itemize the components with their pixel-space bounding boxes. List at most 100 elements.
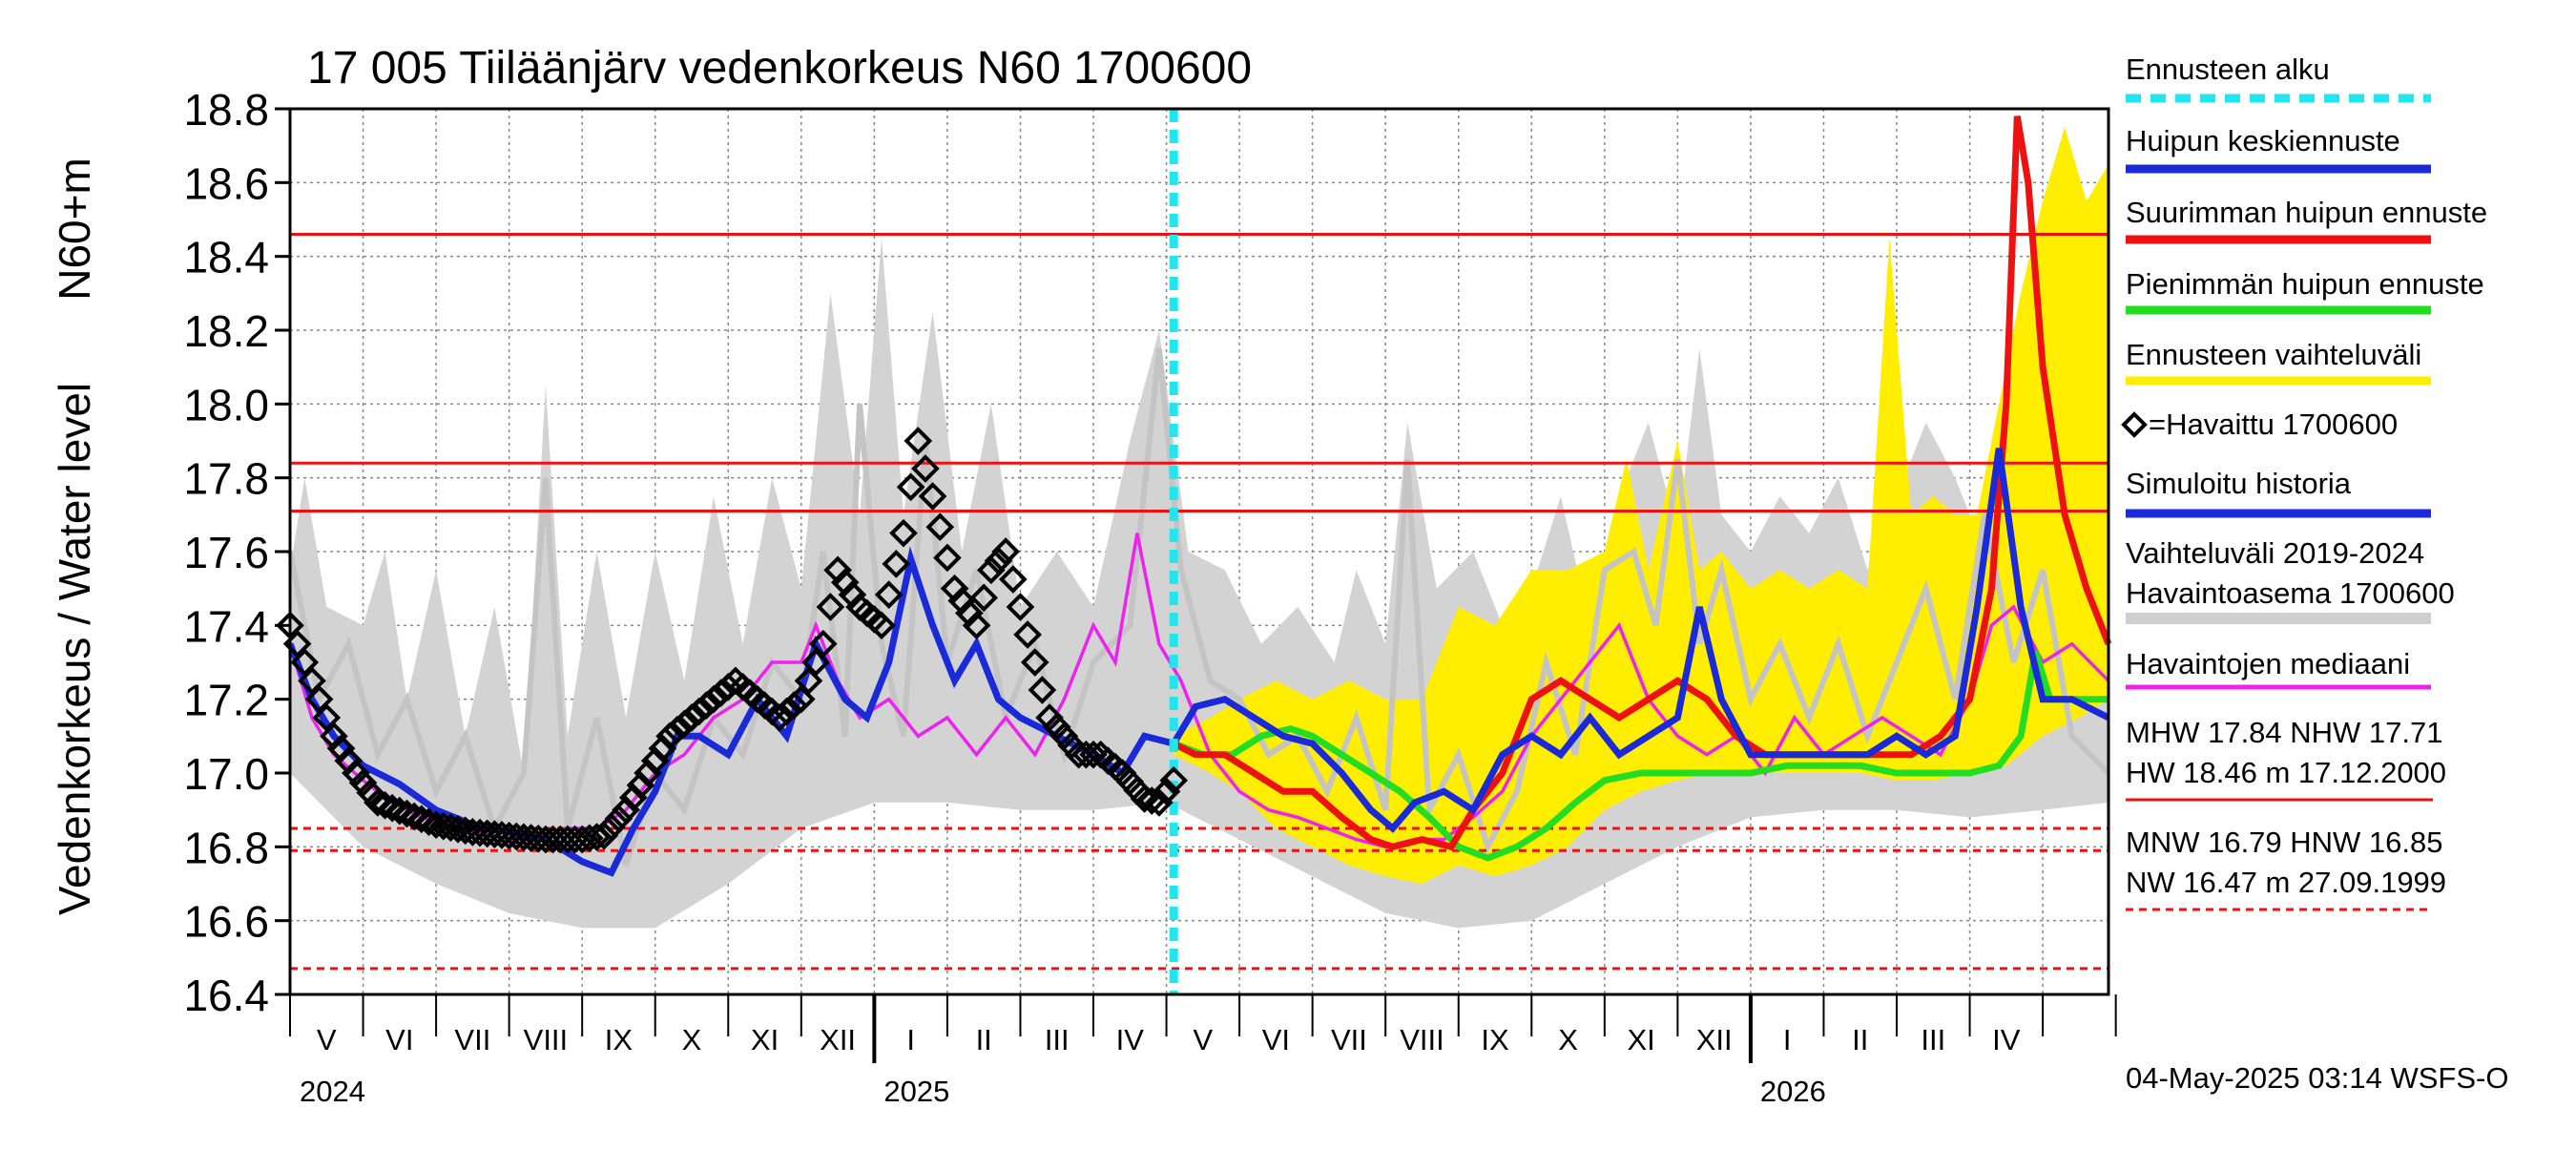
month-label: II bbox=[976, 1023, 992, 1056]
reference-lines bbox=[290, 232, 2109, 971]
observation-marker bbox=[692, 691, 721, 720]
month-label: II bbox=[1852, 1023, 1868, 1056]
legend-label: Simuloitu historia bbox=[2126, 467, 2352, 500]
month-label: XII bbox=[1696, 1023, 1733, 1056]
observation-marker bbox=[1130, 784, 1159, 813]
legend-label: Havaintojen mediaani bbox=[2126, 647, 2410, 680]
observation-marker bbox=[604, 804, 634, 833]
observation-marker bbox=[998, 565, 1028, 594]
observation-marker bbox=[984, 546, 1013, 575]
observation-marker bbox=[1013, 620, 1042, 649]
observation-marker bbox=[1145, 788, 1174, 817]
y-tick-label: 18.4 bbox=[183, 233, 269, 282]
footer-timestamp: 04-May-2025 03:14 WSFS-O bbox=[2126, 1061, 2508, 1095]
month-label: IV bbox=[1992, 1023, 2021, 1056]
observation-marker bbox=[1152, 777, 1181, 806]
y-axis-unit: N60+m bbox=[50, 157, 99, 301]
observation-marker bbox=[882, 550, 911, 578]
month-label: V bbox=[1193, 1023, 1213, 1056]
month-label: IV bbox=[1116, 1023, 1145, 1056]
observation-marker bbox=[670, 709, 699, 739]
legend-label: Vaihteluväli 2019-2024 bbox=[2126, 536, 2424, 570]
legend-label: Pienimmän huipun ennuste bbox=[2126, 267, 2484, 301]
y-tick-label: 18.0 bbox=[183, 380, 269, 429]
y-tick-label: 16.4 bbox=[183, 971, 269, 1020]
month-label: VIII bbox=[1400, 1023, 1444, 1056]
observation-marker bbox=[867, 611, 896, 640]
month-label: I bbox=[1783, 1023, 1792, 1056]
observation-marker bbox=[596, 812, 626, 842]
year-label: 2026 bbox=[1760, 1075, 1826, 1108]
observation-marker bbox=[779, 691, 808, 720]
observation-marker bbox=[378, 793, 406, 823]
y-tick-label: 17.2 bbox=[183, 676, 269, 725]
observation-marker bbox=[933, 543, 962, 573]
stats-line-4: NW 16.47 m 27.09.1999 bbox=[2126, 866, 2446, 899]
observation-marker bbox=[575, 824, 604, 853]
observation-markers bbox=[276, 427, 1189, 854]
legend-label: Havaintoasema 1700600 bbox=[2126, 576, 2455, 610]
y-tick-label: 16.6 bbox=[183, 897, 269, 947]
observation-marker bbox=[1028, 676, 1057, 704]
observation-marker bbox=[947, 586, 977, 616]
observation-marker bbox=[991, 537, 1020, 566]
observation-marker bbox=[925, 512, 955, 542]
observation-marker bbox=[364, 788, 392, 817]
month-label: I bbox=[906, 1023, 915, 1056]
month-label: III bbox=[1045, 1023, 1070, 1056]
month-label: VII bbox=[454, 1023, 490, 1056]
observation-marker bbox=[918, 482, 947, 511]
observation-marker bbox=[896, 472, 925, 502]
observation-marker bbox=[304, 684, 334, 714]
y-tick-label: 17.4 bbox=[183, 601, 269, 651]
observation-marker bbox=[977, 555, 1006, 585]
observation-marker bbox=[568, 825, 597, 854]
y-tick-label: 17.6 bbox=[183, 528, 269, 577]
observation-marker bbox=[655, 721, 684, 751]
observation-marker bbox=[1006, 593, 1035, 621]
observation-marker bbox=[684, 697, 714, 726]
observation-marker bbox=[406, 805, 436, 834]
observation-marker bbox=[326, 734, 356, 763]
observation-marker bbox=[889, 518, 918, 548]
observation-marker bbox=[838, 580, 867, 609]
observation-marker bbox=[590, 821, 618, 850]
observation-marker bbox=[962, 611, 991, 640]
legend-label: Ennusteen vaihteluväli bbox=[2126, 338, 2421, 371]
month-label: IX bbox=[605, 1023, 634, 1056]
legend-label: Ennusteen alku bbox=[2126, 52, 2330, 86]
year-label: 2025 bbox=[883, 1075, 949, 1108]
observation-marker bbox=[969, 583, 999, 613]
observation-marker bbox=[904, 427, 933, 455]
observation-marker bbox=[1159, 765, 1189, 795]
observation-marker bbox=[400, 802, 428, 831]
month-label: XI bbox=[751, 1023, 779, 1056]
month-label: XII bbox=[820, 1023, 856, 1056]
observation-marker bbox=[312, 703, 342, 732]
y-axis-label: Vedenkorkeus / Water level bbox=[50, 383, 99, 915]
forecast-range-band bbox=[1174, 127, 2109, 885]
observation-marker bbox=[384, 796, 414, 826]
y-tick-label: 18.8 bbox=[183, 85, 269, 135]
stats-line-2: HW 18.46 m 17.12.2000 bbox=[2126, 756, 2446, 789]
month-label: VI bbox=[385, 1023, 413, 1056]
observation-marker bbox=[808, 629, 838, 659]
observation-marker bbox=[414, 807, 444, 837]
station-range-line bbox=[287, 347, 2111, 867]
y-tick-label: 18.2 bbox=[183, 306, 269, 356]
stats-line-3: MNW 16.79 HNW 16.85 bbox=[2126, 826, 2443, 859]
legend-label: =Havaittu 1700600 bbox=[2149, 408, 2398, 441]
observation-marker bbox=[772, 697, 801, 726]
mean-peak-forecast-line bbox=[1171, 448, 2110, 833]
month-label: X bbox=[682, 1023, 702, 1056]
month-label: V bbox=[317, 1023, 337, 1056]
month-label: XI bbox=[1627, 1023, 1654, 1056]
stats-line-1: MHW 17.84 NHW 17.71 bbox=[2126, 716, 2443, 749]
observation-marker bbox=[706, 679, 736, 708]
year-label: 2024 bbox=[300, 1075, 365, 1108]
month-label: X bbox=[1558, 1023, 1578, 1056]
observation-marker bbox=[392, 799, 422, 828]
observation-marker bbox=[765, 703, 794, 732]
observation-marker bbox=[677, 703, 706, 732]
